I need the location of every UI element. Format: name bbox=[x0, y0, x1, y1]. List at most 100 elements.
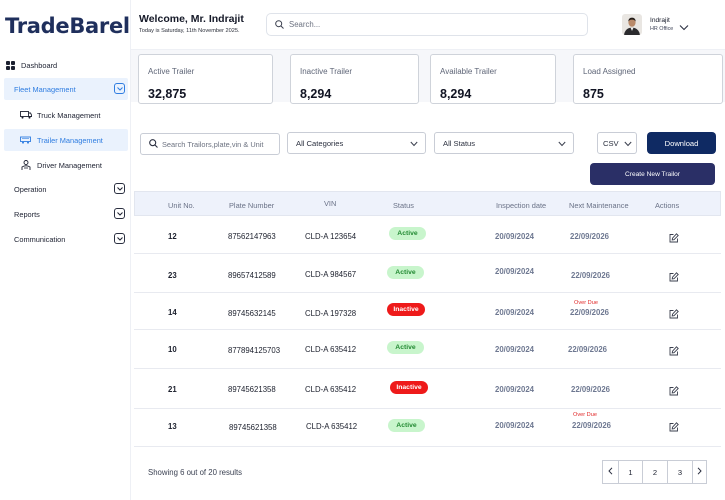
cell-plate: 89745621358 bbox=[228, 385, 276, 394]
chevron-down-icon bbox=[624, 140, 632, 149]
sidebar-item-trailer-management[interactable]: Trailer Management bbox=[4, 129, 128, 151]
status-badge: Inactive bbox=[387, 303, 425, 316]
results-count: Showing 6 out of 20 results bbox=[148, 468, 243, 477]
column-header-status[interactable]: Status bbox=[393, 201, 414, 210]
column-header-vin[interactable]: VIN bbox=[324, 199, 337, 208]
stat-label: Inactive Trailer bbox=[300, 67, 353, 76]
chevron-down-icon[interactable] bbox=[114, 208, 125, 219]
cell-maintenance: 22/09/2026 bbox=[571, 271, 611, 280]
table-row[interactable]: 23 89657412589 CLD-A 984567 Active 20/09… bbox=[134, 254, 721, 293]
sidebar-item-dashboard[interactable]: Dashboard bbox=[4, 54, 128, 76]
create-trailer-button[interactable]: Create New Trailor bbox=[590, 163, 715, 185]
stat-cards: Active Trailer 32,875 Inactive Trailer 8… bbox=[131, 50, 725, 104]
edit-icon[interactable] bbox=[669, 419, 679, 432]
cell-maintenance: 22/09/2026 bbox=[572, 421, 612, 430]
status-select-value: All Status bbox=[443, 138, 476, 148]
pagination-page[interactable]: 2 bbox=[642, 460, 668, 484]
chevron-down-icon[interactable] bbox=[114, 83, 125, 94]
welcome-title: Welcome, Mr. Indrajit bbox=[139, 13, 244, 25]
edit-icon[interactable] bbox=[669, 343, 679, 356]
sidebar-item-label: Trailer Management bbox=[37, 135, 103, 145]
cell-maintenance: 22/09/2026 bbox=[570, 308, 610, 317]
cell-plate: 89745621358 bbox=[229, 423, 277, 432]
table-row[interactable]: 10 877894125703 CLD-A 635412 Active 20/0… bbox=[134, 330, 721, 369]
chevron-down-icon[interactable] bbox=[114, 183, 125, 194]
global-search[interactable] bbox=[266, 13, 588, 36]
cell-inspection: 20/09/2024 bbox=[495, 267, 535, 276]
table-row[interactable]: 21 89745621358 CLD-A 635412 Inactive 20/… bbox=[134, 369, 721, 409]
stat-card-active: Active Trailer 32,875 bbox=[138, 54, 273, 104]
pagination-page[interactable]: 1 bbox=[618, 460, 643, 484]
column-header-plate[interactable]: Plate Number bbox=[229, 201, 275, 210]
edit-icon[interactable] bbox=[669, 306, 679, 319]
status-select[interactable]: All Status bbox=[434, 132, 574, 154]
column-header-unit[interactable]: Unit No. bbox=[168, 201, 195, 210]
sidebar-item-reports[interactable]: Reports bbox=[4, 203, 128, 225]
cell-maintenance: 22/09/2026 bbox=[570, 232, 610, 241]
edit-icon[interactable] bbox=[669, 383, 679, 396]
status-badge: Inactive bbox=[390, 381, 428, 394]
avatar[interactable] bbox=[622, 14, 642, 35]
stat-card-load-assigned: Load Assigned 875 bbox=[573, 54, 723, 104]
cell-vin: CLD-A 197328 bbox=[305, 309, 357, 318]
stat-label: Available Trailer bbox=[440, 67, 497, 76]
brand-logo[interactable]: TradeBarel bbox=[5, 14, 130, 38]
pagination-page[interactable]: 3 bbox=[667, 460, 693, 484]
table-row[interactable]: 14 89745632145 CLD-A 197328 Inactive 20/… bbox=[134, 293, 721, 330]
cell-vin: CLD-A 635412 bbox=[305, 385, 357, 394]
chevron-right-icon bbox=[697, 467, 702, 477]
sidebar-item-driver-management[interactable]: Driver Management bbox=[4, 154, 128, 176]
cell-vin: CLD-A 635412 bbox=[306, 422, 358, 431]
cell-inspection: 20/09/2024 bbox=[495, 308, 535, 317]
top-header: Welcome, Mr. Indrajit Today is Saturday,… bbox=[131, 0, 725, 50]
sidebar-item-label: Operation bbox=[14, 184, 47, 194]
sidebar-item-fleet-management[interactable]: Fleet Management bbox=[4, 78, 128, 100]
edit-icon[interactable] bbox=[669, 269, 679, 282]
cell-vin: CLD-A 984567 bbox=[305, 270, 357, 279]
chevron-down-icon[interactable] bbox=[679, 18, 689, 36]
cell-unit: 13 bbox=[168, 422, 177, 431]
grid-icon bbox=[4, 59, 16, 71]
sidebar: TradeBarel Dashboard Fleet Management Tr… bbox=[0, 0, 131, 500]
column-header-maintenance[interactable]: Next Maintenance bbox=[569, 201, 629, 210]
cell-vin: CLD-A 123654 bbox=[305, 232, 357, 241]
column-header-actions: Actions bbox=[655, 201, 680, 210]
chevron-down-icon bbox=[410, 140, 418, 149]
stat-value: 8,294 bbox=[300, 87, 332, 101]
cell-maintenance: 22/09/2026 bbox=[568, 345, 608, 354]
cell-plate: 89657412589 bbox=[228, 271, 276, 280]
sidebar-item-communication[interactable]: Communication bbox=[4, 228, 128, 250]
trailer-search-input[interactable] bbox=[162, 139, 276, 149]
chevron-down-icon bbox=[558, 140, 566, 149]
cell-unit: 23 bbox=[168, 271, 177, 280]
trailer-icon bbox=[20, 134, 32, 146]
chevron-down-icon[interactable] bbox=[114, 233, 125, 244]
trailer-search[interactable] bbox=[140, 133, 280, 155]
search-icon bbox=[149, 135, 158, 153]
export-format-select[interactable]: CSV bbox=[597, 132, 637, 154]
column-header-inspection[interactable]: Inspection date bbox=[496, 201, 547, 210]
edit-icon[interactable] bbox=[669, 230, 679, 243]
category-select[interactable]: All Categories bbox=[287, 132, 426, 154]
stat-value: 32,875 bbox=[148, 87, 187, 101]
sidebar-item-label: Driver Management bbox=[37, 160, 102, 170]
stat-label: Active Trailer bbox=[148, 67, 195, 76]
table-row[interactable]: 12 87562147963 CLD-A 123654 Active 20/09… bbox=[134, 217, 721, 254]
cell-maintenance: 22/09/2026 bbox=[571, 385, 611, 394]
today-date: Today is Saturday, 11th November 2025. bbox=[139, 28, 240, 34]
cell-vin: CLD-A 635412 bbox=[305, 345, 357, 354]
pagination-next[interactable] bbox=[692, 460, 707, 484]
trailer-table: Unit No. Plate Number VIN Status Inspect… bbox=[134, 191, 721, 496]
status-badge: Active bbox=[387, 341, 424, 354]
cell-inspection: 20/09/2024 bbox=[495, 232, 535, 241]
sidebar-item-label: Dashboard bbox=[21, 60, 58, 70]
table-row[interactable]: 13 89745621358 CLD-A 635412 Active 20/09… bbox=[134, 409, 721, 447]
pagination-prev[interactable] bbox=[602, 460, 619, 484]
overdue-label: Over Due bbox=[574, 300, 598, 306]
cell-plate: 877894125703 bbox=[228, 346, 281, 355]
search-input[interactable] bbox=[289, 20, 569, 29]
sidebar-item-operation[interactable]: Operation bbox=[4, 178, 128, 200]
sidebar-item-truck-management[interactable]: Truck Management bbox=[4, 104, 128, 126]
status-badge: Active bbox=[387, 266, 424, 279]
download-button[interactable]: Download bbox=[647, 132, 716, 154]
